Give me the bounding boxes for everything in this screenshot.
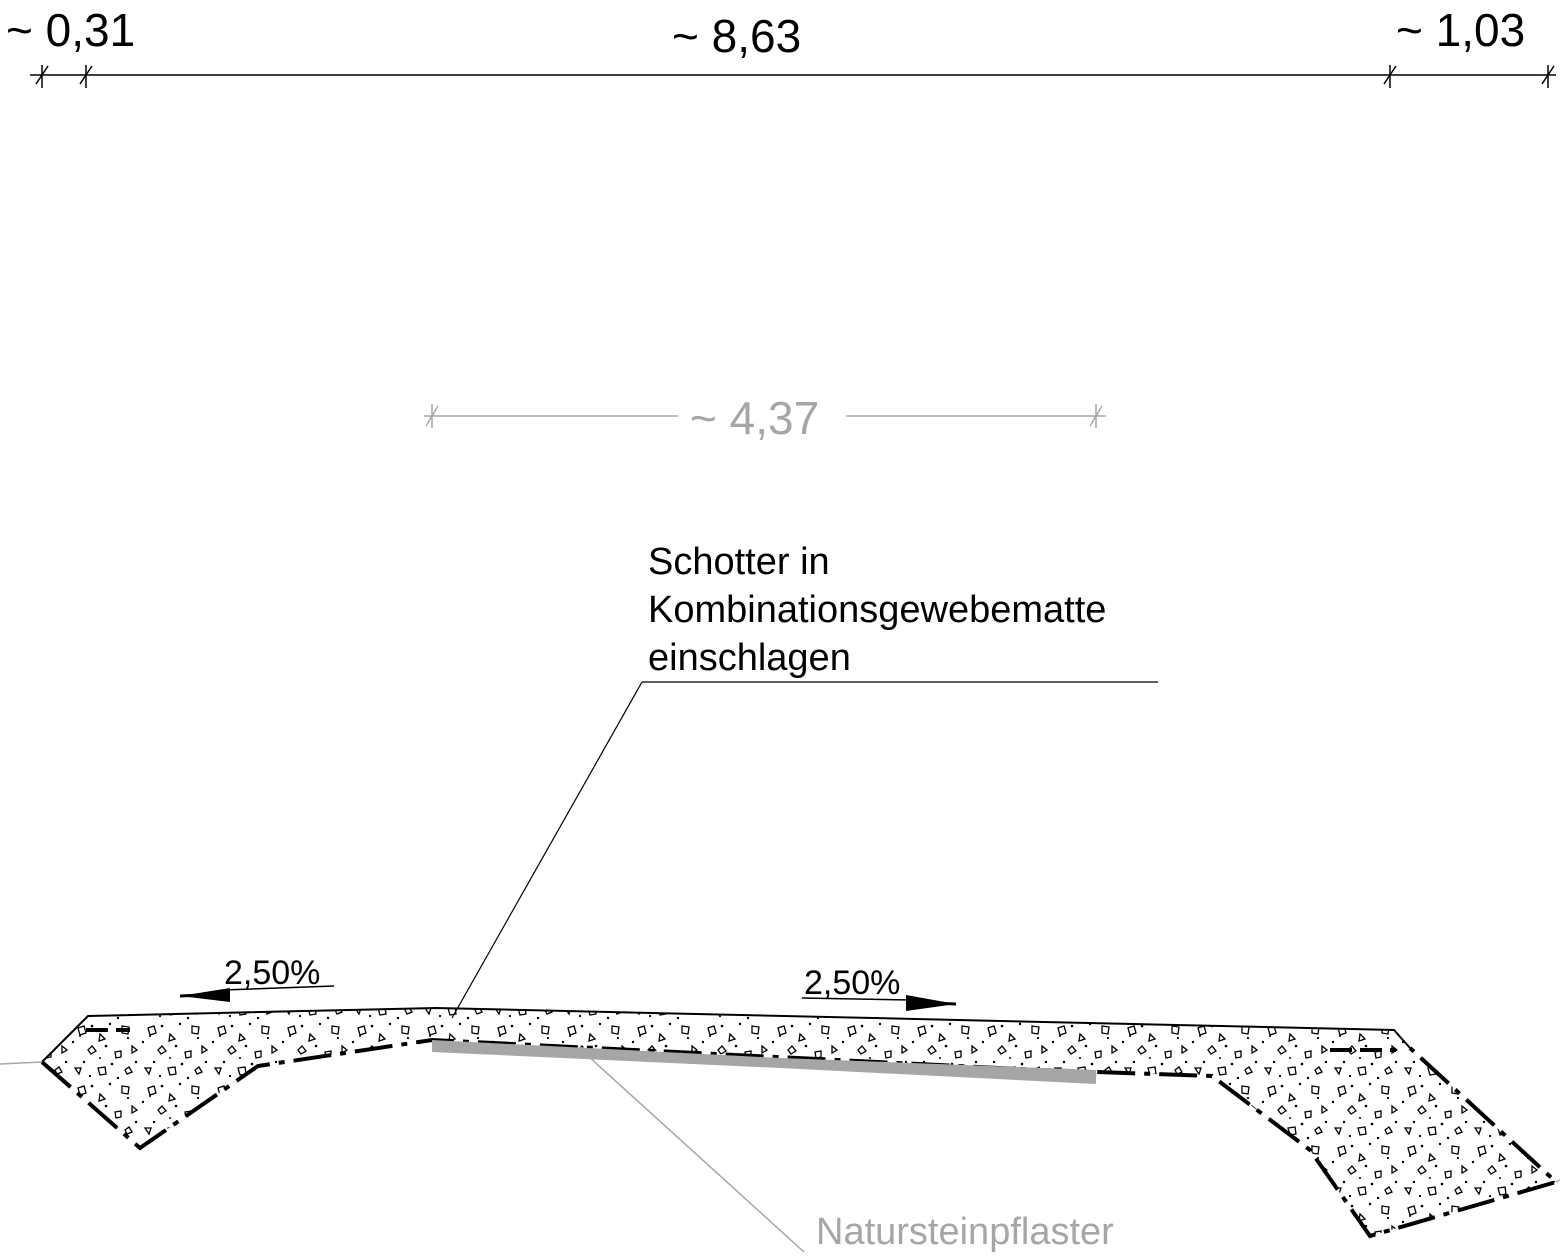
slope-left-label: 2,50%: [224, 954, 320, 992]
middle-dimension-line: [424, 404, 1106, 428]
slope-arrow-left: [179, 985, 335, 1002]
dimension-right: ~ 1,03: [1396, 4, 1525, 56]
dimension-left: ~ 0,31: [6, 4, 135, 56]
annotation-pflaster: Natursteinpflaster: [816, 1211, 1114, 1253]
slope-arrow-right: [801, 995, 957, 1011]
dimension-middle: ~ 4,37: [690, 392, 819, 444]
gravel-top-surface: [41, 1006, 1411, 1063]
schotter-leader-line: [451, 681, 1158, 1019]
paving-strip: [432, 1040, 1096, 1084]
dimension-center: ~ 8,63: [672, 10, 801, 62]
top-dimension-chain: [30, 65, 1556, 88]
annotation-schotter-line1: Schotter in: [648, 541, 830, 583]
slope-right-label: 2,50%: [804, 964, 900, 1002]
terrain-line-left: [0, 1061, 43, 1065]
pflaster-leader-line: [587, 1055, 805, 1253]
annotation-schotter-line3: einschlagen: [648, 637, 851, 679]
geotextile-mat: [40, 1037, 1560, 1239]
gravel-layer: [42, 1008, 1556, 1236]
annotation-schotter-line2: Kombinationsgewebematte: [648, 589, 1106, 631]
terrain-line-right: [1555, 1179, 1560, 1183]
